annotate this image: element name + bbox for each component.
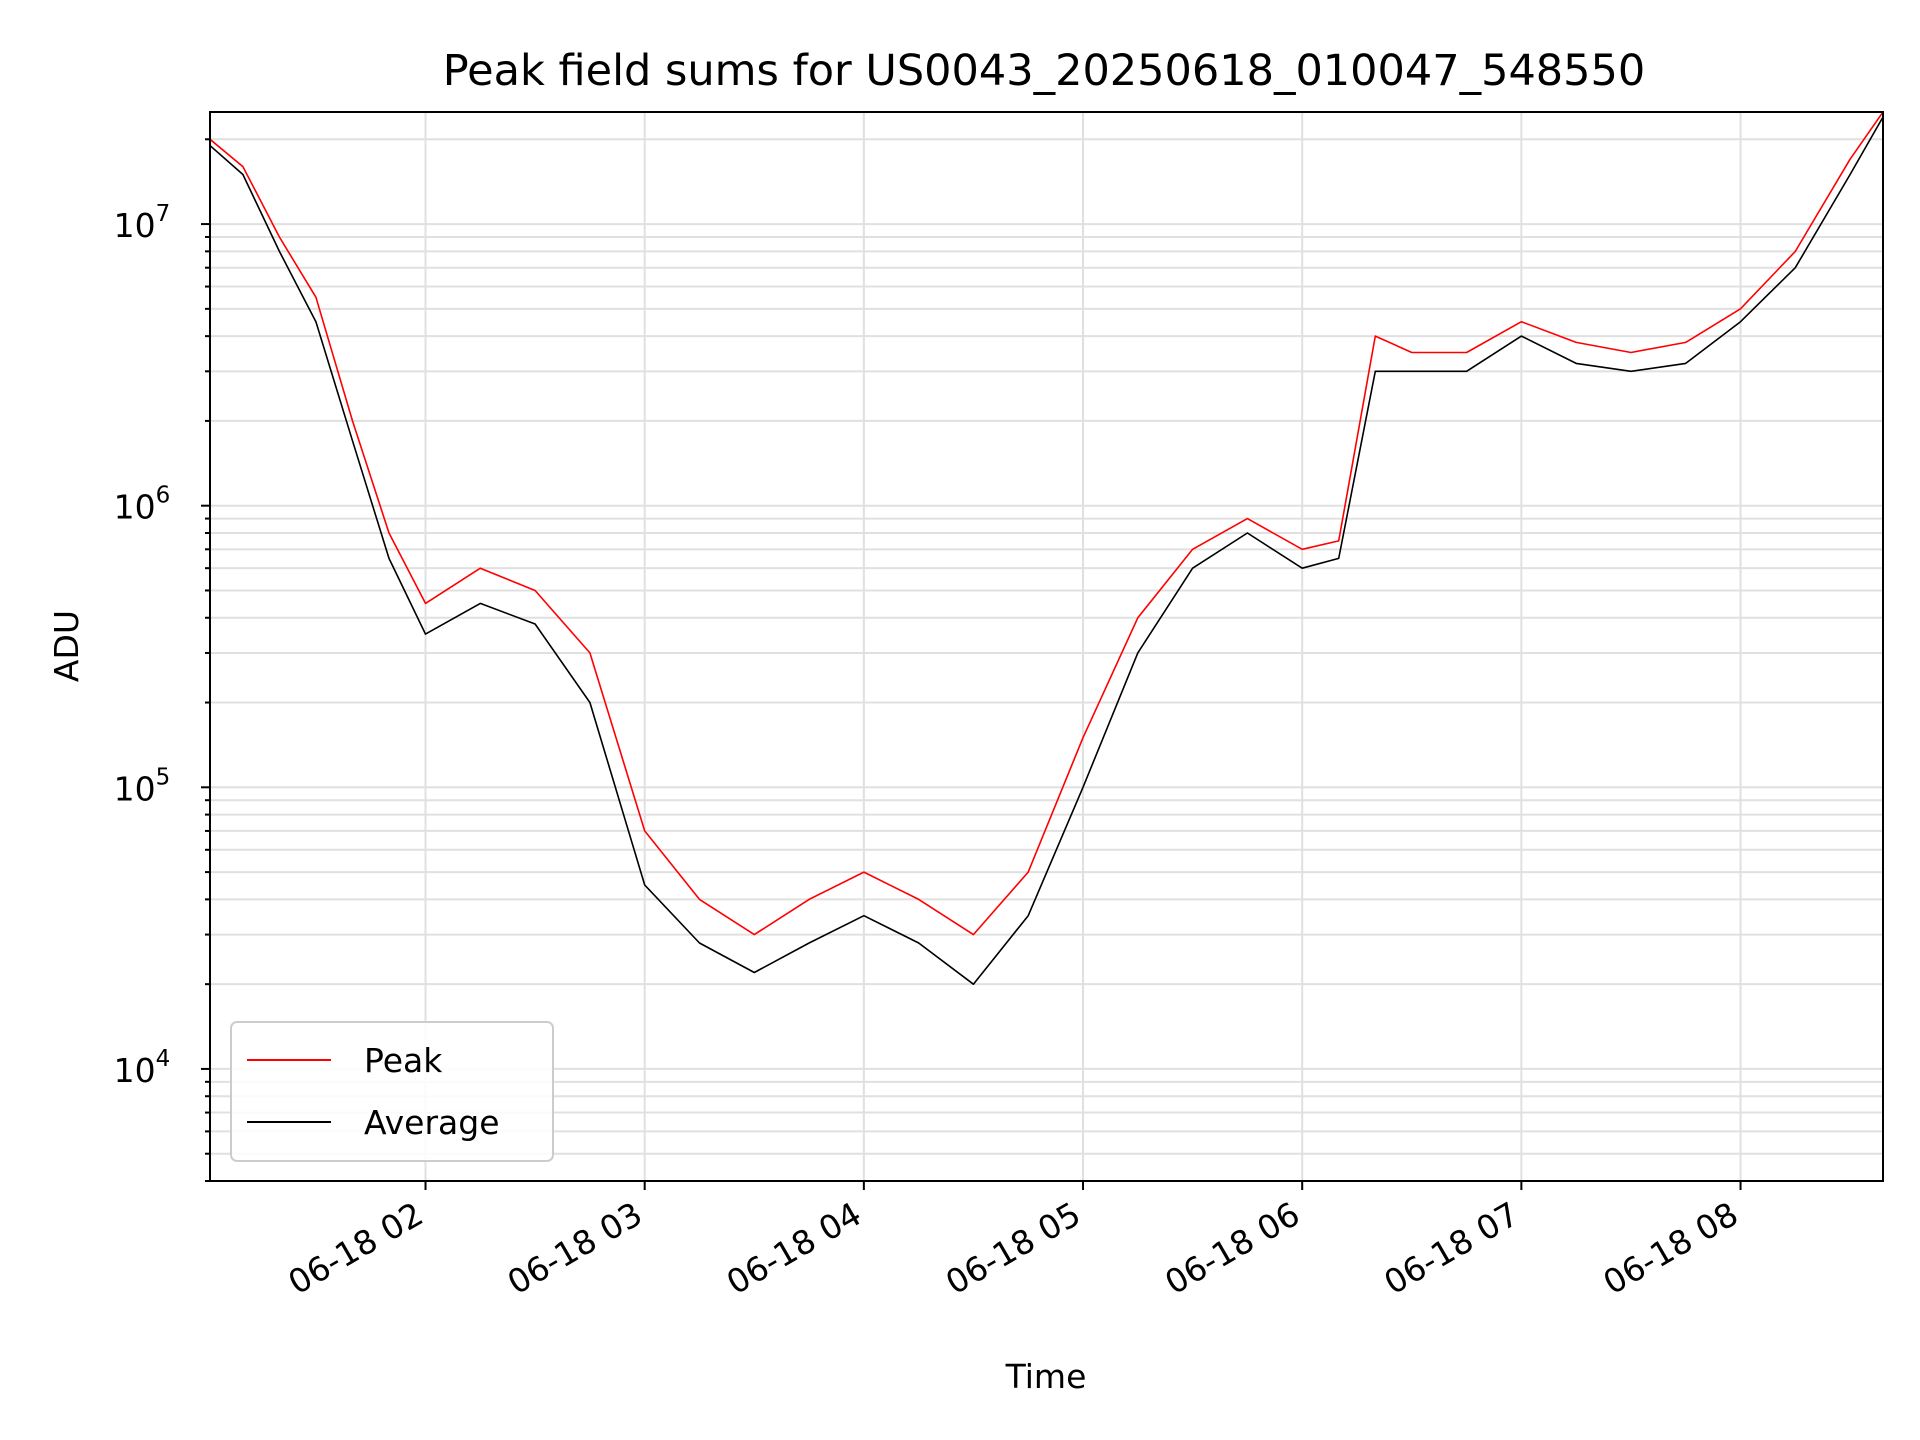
y-tick-exponent: 5 xyxy=(156,764,171,790)
x-axis-label: Time xyxy=(1005,1357,1087,1396)
y-tick-exponent: 6 xyxy=(156,483,171,509)
y-tick-base: 10 xyxy=(114,206,156,245)
y-tick-base: 10 xyxy=(114,488,156,527)
y-tick-base: 10 xyxy=(114,1051,156,1090)
y-tick-label: 104 xyxy=(114,1046,171,1090)
y-tick-exponent: 7 xyxy=(156,201,171,227)
legend: Peak Average xyxy=(230,1021,554,1162)
y-tick-exponent: 4 xyxy=(156,1046,171,1072)
y-tick-base: 10 xyxy=(114,769,156,808)
plot-series xyxy=(210,112,1883,986)
chart-title: Peak field sums for US0043_20250618_0100… xyxy=(443,46,1646,96)
series-line-peak xyxy=(210,112,1883,936)
legend-average-label: Average xyxy=(364,1103,500,1142)
plot-frame xyxy=(209,111,1884,1182)
y-tick-label: 106 xyxy=(114,483,171,527)
y-tick-label: 105 xyxy=(114,764,171,808)
legend-peak-label: Peak xyxy=(364,1041,443,1080)
y-axis-label: ADU xyxy=(47,610,86,682)
y-tick-label: 107 xyxy=(114,201,171,245)
legend-box xyxy=(230,1021,554,1162)
series-line-average xyxy=(210,116,1883,986)
